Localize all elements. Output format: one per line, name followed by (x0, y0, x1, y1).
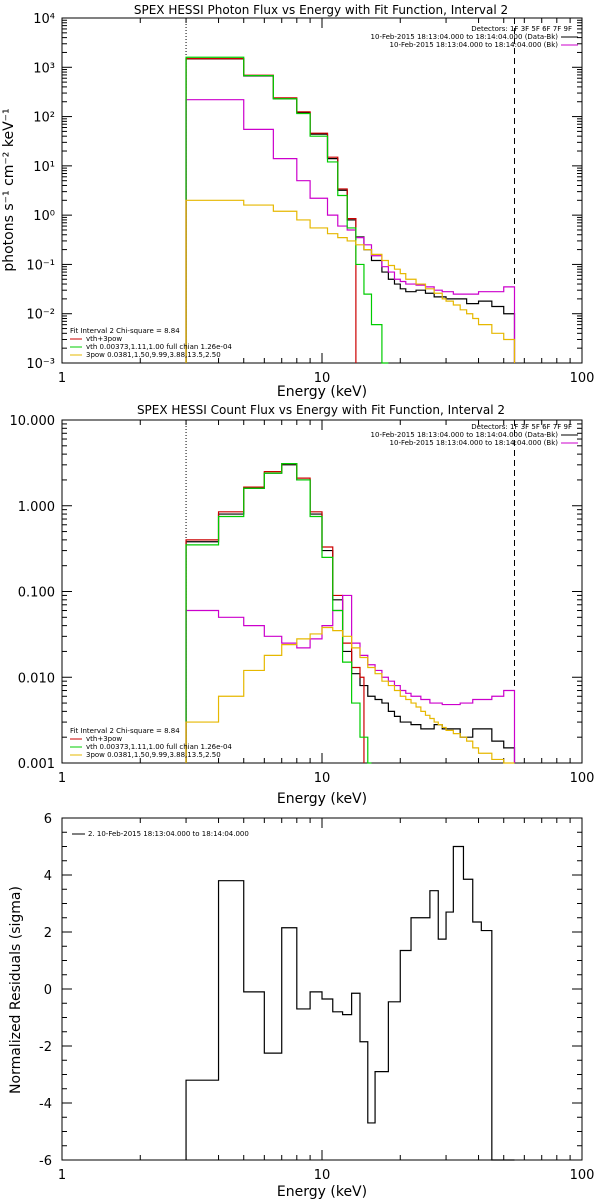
series-line-2 (185, 99, 516, 363)
count-flux-title: SPEX HESSI Count Flux vs Energy with Fit… (137, 403, 505, 417)
photon-flux-legend-bottom: Fit Interval 2 Chi-square = 8.84 vth+3po… (70, 327, 232, 359)
residuals-legend: 2. 10-Feb-2015 18:13:04.000 to 18:14:04.… (72, 830, 249, 838)
residuals-plot-content: 1 10 100 -6 -4 -2 0 2 4 6 (39, 812, 594, 1183)
y-tick-label: 10⁰ (33, 209, 55, 224)
y-tick-label: 0.001 (18, 757, 55, 772)
x-tick-label: 100 (570, 1168, 595, 1183)
y-tick-label: 2 (44, 926, 52, 941)
y-tick-label: 10.000 (10, 414, 56, 429)
legend-background: 10-Feb-2015 18:13:04.000 to 18:14:04.000… (390, 41, 559, 49)
series-line-4 (185, 199, 516, 363)
series-line-1 (185, 58, 357, 363)
y-tick-label: 10³ (33, 61, 55, 76)
photon-flux-y-axis-label: photons s⁻¹ cm⁻² keV⁻¹ (1, 108, 17, 271)
photon-flux-panel: SPEX HESSI Photon Flux vs Energy with Fi… (1, 3, 594, 400)
count-flux-plot-frame (61, 419, 583, 764)
count-flux-x-axis-label: Energy (keV) (277, 791, 367, 807)
residuals-x-axis-label: Energy (keV) (277, 1184, 367, 1200)
legend-power-law: 3pow 0.0381,1.50,9.99,3.88,13.5,2.50 (86, 351, 221, 359)
count-flux-legend-top: Detectors: 1F 3F 5F 6F 7F 9F 10-Feb-2015… (371, 423, 578, 447)
residuals-y-axis-label: Normalized Residuals (sigma) (8, 886, 24, 1094)
series-line-3 (185, 56, 389, 364)
count-flux-plot-content: 1 10 100 0.001 0.010 0.100 1.000 10.000 (10, 414, 595, 786)
x-tick-label: 100 (570, 371, 595, 386)
legend-model-total: vth+3pow (86, 335, 122, 343)
y-tick-label: -4 (39, 1097, 52, 1112)
x-tick-label: 100 (570, 771, 595, 786)
series-line-0 (185, 464, 516, 763)
photon-flux-plot-content: 1 10 100 10⁻³ 10⁻² 10⁻¹ 10⁰ 10¹ 10² 10³ 10⁴ (26, 12, 594, 386)
series-line-1 (185, 463, 365, 763)
legend-data-minus-background: 10-Feb-2015 18:13:04.000 to 18:14:04.000… (371, 33, 559, 41)
legend-power-law-2: 3pow 0.0381,1.50,9.99,3.88,13.5,2.50 (86, 751, 221, 759)
series-line-0 (185, 845, 515, 1161)
legend-background-2: 10-Feb-2015 18:13:04.000 to 18:14:04.000… (390, 439, 559, 447)
x-tick-label: 1 (58, 371, 66, 386)
y-tick-label: 1.000 (18, 500, 55, 515)
series-line-3 (185, 463, 372, 764)
series-line-0 (185, 58, 516, 363)
photon-flux-legend-top: Detectors: 1F 3F 5F 6F 7F 9F 10-Feb-2015… (371, 25, 578, 49)
legend-fit-interval: Fit Interval 2 Chi-square = 8.84 (70, 327, 180, 335)
legend-detectors: Detectors: 1F 3F 5F 6F 7F 9F (471, 25, 572, 33)
x-tick-label: 1 (58, 1168, 66, 1183)
residuals-plot-frame (61, 817, 583, 1161)
legend-model-total-2: vth+3pow (86, 735, 122, 743)
photon-flux-title: SPEX HESSI Photon Flux vs Energy with Fi… (134, 3, 508, 17)
x-tick-label: 10 (314, 771, 331, 786)
legend-detectors-2: Detectors: 1F 3F 5F 6F 7F 9F (471, 423, 572, 431)
y-tick-label: 10¹ (33, 160, 55, 175)
count-flux-panel: SPEX HESSI Count Flux vs Energy with Fit… (10, 403, 595, 807)
y-tick-label: 0.010 (18, 671, 55, 686)
y-tick-label: 0.100 (18, 586, 55, 601)
residuals-panel: 1 10 100 -6 -4 -2 0 2 4 6 Energy (keV) Normalized… (8, 812, 594, 1200)
y-tick-label: -2 (39, 1040, 52, 1055)
x-tick-label: 1 (58, 771, 66, 786)
x-tick-label: 10 (314, 371, 331, 386)
y-tick-label: 10⁻² (26, 308, 55, 323)
photon-flux-x-axis-label: Energy (keV) (277, 384, 367, 400)
legend-residual-interval: 2. 10-Feb-2015 18:13:04.000 to 18:14:04.… (88, 830, 249, 838)
y-tick-label: 0 (44, 983, 52, 998)
series-line-2 (185, 594, 516, 763)
x-tick-label: 10 (314, 1168, 331, 1183)
y-tick-label: 6 (44, 812, 52, 827)
legend-data-minus-background-2: 10-Feb-2015 18:13:04.000 to 18:14:04.000… (371, 431, 559, 439)
y-tick-label: 10⁻¹ (26, 258, 55, 273)
y-tick-label: 10⁻³ (26, 357, 55, 372)
count-flux-legend-bottom: Fit Interval 2 Chi-square = 8.84 vth+3po… (70, 727, 232, 759)
legend-thermal: vth 0.00373,1.11,1.00 full chian 1.26e-0… (86, 343, 232, 351)
y-tick-label: 10² (33, 111, 55, 126)
y-tick-label: 10⁴ (33, 12, 55, 27)
y-tick-label: -6 (39, 1154, 52, 1169)
series-line-4 (185, 626, 515, 764)
y-tick-label: 4 (44, 869, 52, 884)
legend-thermal-2: vth 0.00373,1.11,1.00 full chian 1.26e-0… (86, 743, 232, 751)
legend-fit-interval-2: Fit Interval 2 Chi-square = 8.84 (70, 727, 180, 735)
